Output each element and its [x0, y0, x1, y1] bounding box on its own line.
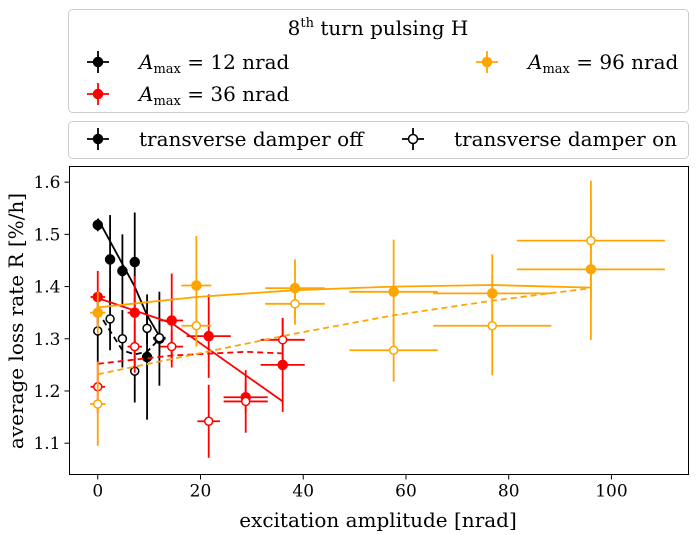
data-point — [586, 235, 596, 246]
data-point — [92, 307, 104, 318]
fit-line — [97, 218, 161, 337]
legend-damper: transverse damper off transverse damper o… — [68, 121, 689, 159]
y-tick-label: 1.4 — [33, 278, 60, 298]
legend-marker-dot — [92, 56, 104, 68]
x-tick-label: 100 — [595, 482, 627, 502]
data-point — [154, 332, 165, 343]
y-tick-label: 1.6 — [33, 173, 60, 193]
data-point — [104, 254, 116, 265]
data-point — [487, 320, 498, 331]
legend-entry-label: Amax = 96 nrad — [526, 50, 679, 77]
legend-entry-label: Amax = 36 nrad — [137, 82, 290, 109]
data-point — [129, 256, 140, 268]
legend-amplitude: 8th turn pulsing H Amax = 12 nrad Amax = … — [68, 9, 689, 113]
data-point — [129, 307, 140, 318]
y-tick-label: 1.5 — [33, 225, 60, 245]
data-point — [191, 320, 202, 331]
x-tick-label: 60 — [395, 482, 417, 502]
plot-area: 0 20 40 60 80 100 1.1 1.2 1.3 1.4 1.5 1.6 — [33, 166, 689, 502]
legend-amplitude-title: 8th turn pulsing H — [288, 16, 469, 40]
data-point — [166, 341, 177, 352]
data-point — [240, 396, 251, 407]
data-point — [388, 345, 399, 356]
plot-frame — [69, 166, 689, 475]
fit-line — [97, 284, 591, 309]
fit-line — [97, 350, 283, 365]
data-point — [388, 286, 399, 298]
data-point — [142, 323, 152, 334]
legend-entry-amax: Amax = 36 nrad — [87, 82, 290, 109]
x-tick-label: 40 — [292, 482, 314, 502]
x-tick-label: 20 — [190, 482, 212, 502]
y-tick-label: 1.2 — [33, 382, 60, 402]
legend-entry-amax: Amax = 96 nrad — [476, 50, 679, 77]
data-point — [117, 265, 128, 277]
y-axis-label: average loss rate R [%/h] — [4, 193, 28, 449]
data-point — [203, 330, 214, 342]
legend-entry-label: transverse damper off — [139, 127, 365, 151]
data-point — [117, 334, 128, 344]
legend-damper-box — [68, 121, 689, 159]
data-point — [290, 299, 300, 309]
legend-entry-label: Amax = 12 nrad — [137, 50, 290, 77]
data-point — [277, 359, 288, 371]
y-tick-label: 1.1 — [33, 434, 60, 454]
data-point — [191, 280, 202, 291]
y-tick-label: 1.3 — [33, 330, 60, 350]
data-point — [129, 341, 140, 352]
data-point — [166, 315, 177, 326]
x-tick-label: 0 — [92, 482, 103, 502]
series-amax-12-damper-off — [92, 212, 166, 420]
x-tick-label: 80 — [498, 482, 520, 502]
data-point — [105, 314, 115, 324]
legend-entry-amax: Amax = 12 nrad — [87, 50, 290, 77]
legend-marker-dot — [407, 133, 419, 145]
legend-entry-label: transverse damper on — [454, 127, 677, 151]
x-axis-label: excitation amplitude [nrad] — [239, 508, 517, 532]
legend-marker-dot — [92, 133, 104, 145]
fit-line — [97, 297, 284, 403]
legend-entry-damper-on: transverse damper on — [402, 127, 677, 151]
data-point — [93, 399, 103, 409]
series-amax-96-damper-on — [90, 180, 665, 446]
fit-line — [97, 287, 592, 376]
legend-marker-dot — [92, 88, 104, 100]
data-point — [92, 219, 104, 231]
data-point — [277, 335, 288, 345]
fit-line — [97, 311, 161, 356]
legend-marker-dot — [481, 56, 493, 68]
data-point — [203, 416, 214, 427]
legend-entry-damper-off: transverse damper off — [87, 127, 365, 151]
legend-amplitude-box — [68, 9, 689, 113]
